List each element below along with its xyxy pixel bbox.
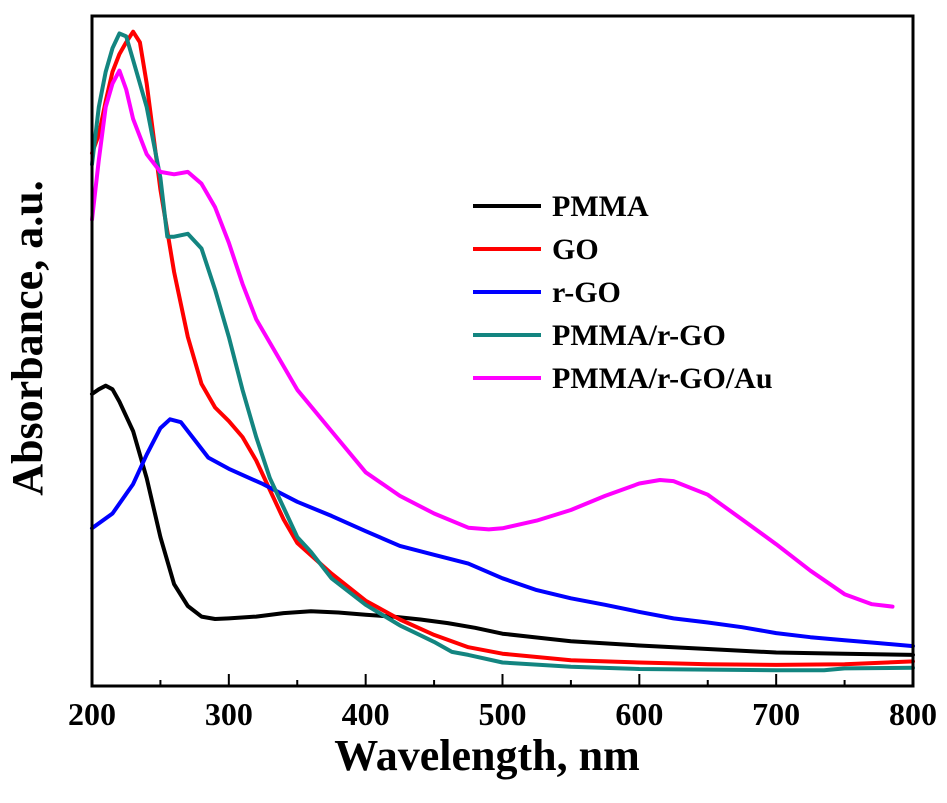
legend: PMMA GO r-GO PMMA/r-GO PMMA/r-GO/Au xyxy=(473,190,773,395)
series-line-go xyxy=(90,29,915,667)
plot-series-group xyxy=(90,29,915,673)
series-line-pmma xyxy=(90,383,915,657)
series-line-pmma-r-go-au xyxy=(90,68,895,609)
legend-label: PMMA/r-GO xyxy=(552,319,726,352)
x-tick-label: 200 xyxy=(68,696,116,732)
series-line-pmma-r-go xyxy=(90,31,915,673)
legend-label: PMMA/r-GO/Au xyxy=(552,362,773,395)
series-line-r-go xyxy=(90,417,915,649)
x-tick-label: 800 xyxy=(889,696,937,732)
legend-label: PMMA xyxy=(552,190,649,223)
y-axis-title: Absorbance, a.u. xyxy=(3,180,52,495)
axis-ticks-group xyxy=(91,674,914,686)
x-tick-label: 400 xyxy=(342,696,390,732)
legend-label: r-GO xyxy=(552,276,621,309)
x-tick-label: 600 xyxy=(615,696,663,732)
x-tick-labels-group: 200 300 400 500 600 700 800 xyxy=(68,696,937,732)
legend-label: GO xyxy=(552,233,599,266)
x-tick-label: 700 xyxy=(752,696,800,732)
plot-frame xyxy=(90,14,915,688)
x-axis-title: Wavelength, nm xyxy=(334,731,640,780)
x-tick-label: 300 xyxy=(205,696,253,732)
x-tick-label: 500 xyxy=(479,696,527,732)
